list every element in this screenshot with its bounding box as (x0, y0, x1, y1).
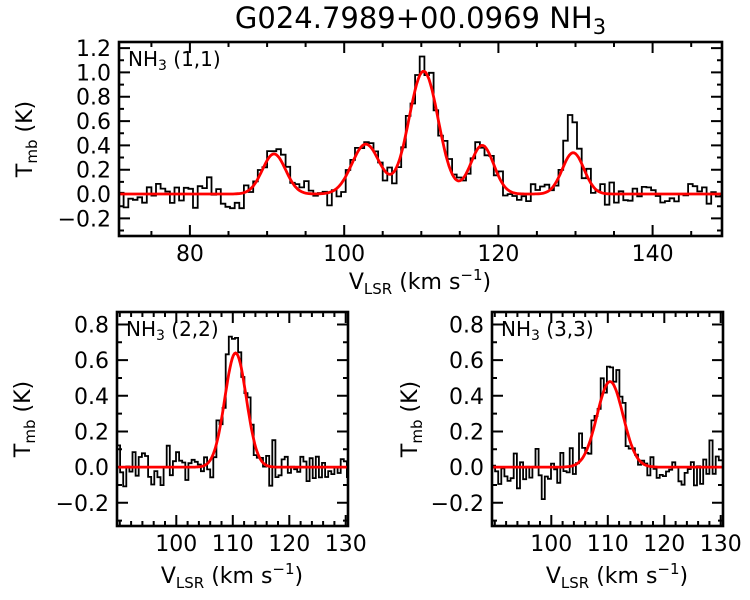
y-tick-label: 1.0 (76, 61, 111, 86)
y-tick-label: 0.2 (74, 420, 109, 445)
y-axis-label: Tmb (K) (398, 381, 426, 458)
y-tick-label: −0.2 (56, 492, 109, 517)
y-tick-label: 0.6 (76, 110, 111, 135)
chart-title-subscript: 3 (592, 15, 607, 39)
y-tick-label: 0.8 (449, 313, 484, 338)
y-tick-label: 0.6 (74, 349, 109, 374)
y-tick-label: 0.2 (76, 159, 111, 184)
x-tick-label: 130 (325, 532, 367, 557)
panel-nh3_11: 80 100 120 140 −0.20.00.20.40.60.81.01.2 NH3 … (13, 37, 724, 298)
panel-line-label: NH3 (1,1) (128, 47, 221, 74)
panel-nh3_33: 100 110 120 130 −0.2 0.0 0.2 0.4 0.6 0.8 NH3 (3,3)… (398, 310, 742, 592)
y-tick-label: 0.4 (74, 385, 109, 410)
x-axis-label: VLSR (km s−1) (161, 560, 303, 592)
y-tick-label: 1.2 (76, 37, 111, 62)
x-tick-label: 110 (587, 532, 629, 557)
y-tick-label: 0.6 (449, 349, 484, 374)
y-tick-label: 0.0 (74, 456, 109, 481)
x-tick-label: 120 (643, 532, 685, 557)
y-tick-label: 0.4 (449, 385, 484, 410)
spectrum-histogram (119, 55, 722, 210)
y-tick-label: −0.2 (58, 207, 111, 232)
spectrum-histogram (117, 335, 348, 488)
y-tick-label: 0.8 (74, 313, 109, 338)
axis-ticks (492, 312, 723, 526)
y-tick-label: −0.2 (431, 492, 484, 517)
y-tick-label: 0.0 (449, 456, 484, 481)
x-tick-label: 120 (268, 532, 310, 557)
y-axis-label: Tmb (K) (11, 381, 39, 458)
gaussian-fit-curve (117, 351, 348, 469)
x-tick-label: 100 (323, 242, 365, 267)
chart-title: G024.7989+00.0969 NH3 (119, 1, 722, 44)
x-axis-label: VLSR (km s−1) (349, 266, 491, 298)
y-tick-label: 0.8 (76, 86, 111, 111)
x-tick-label: 140 (632, 242, 674, 267)
panel-line-label: NH3 (2,2) (126, 317, 219, 344)
y-tick-label: 0.2 (449, 420, 484, 445)
gaussian-fit-curve (492, 380, 723, 469)
panel-nh3_22: 100 110 120 130 −0.2 0.0 0.2 0.4 0.6 0.8 NH3 (2,2)… (11, 310, 367, 592)
y-tick-label: 0.0 (76, 183, 111, 208)
x-tick-label: 80 (176, 242, 204, 267)
x-tick-label: 120 (477, 242, 519, 267)
panel-line-label: NH3 (3,3) (501, 317, 594, 344)
axis-ticks (119, 42, 722, 236)
plot-box (490, 310, 725, 528)
x-tick-label: 100 (530, 532, 572, 557)
x-axis-label: VLSR (km s−1) (546, 560, 688, 592)
y-axis-label: Tmb (K) (13, 101, 41, 178)
spectrum-histogram (492, 365, 723, 500)
plot-box (117, 40, 724, 238)
gaussian-fit-curve (119, 70, 722, 196)
y-tick-label: 0.4 (76, 134, 111, 159)
x-tick-label: 130 (700, 532, 742, 557)
chart-title-text: G024.7989+00.0969 NH (234, 1, 593, 35)
axis-ticks (117, 312, 348, 526)
x-tick-label: 110 (212, 532, 254, 557)
plot-box (115, 310, 350, 528)
x-tick-label: 100 (155, 532, 197, 557)
